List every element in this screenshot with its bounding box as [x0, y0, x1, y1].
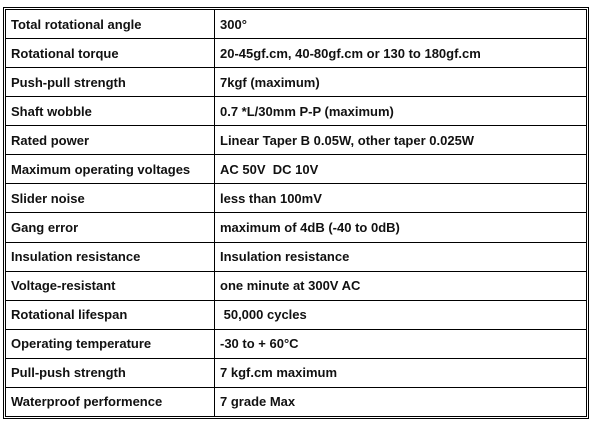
spec-name: Rated power — [5, 125, 215, 156]
spec-value: Insulation resistance — [214, 241, 587, 272]
table-row: Shaft wobble 0.7 *L/30mm P-P (maximum) — [5, 96, 587, 127]
spec-value: 7 kgf.cm maximum — [214, 357, 587, 388]
spec-name: Maximum operating voltages — [5, 154, 215, 185]
spec-table: Total rotational angle 300° Rotational tor… — [5, 8, 587, 418]
table-row: Total rotational angle 300° — [5, 8, 587, 40]
spec-value: -30 to + 60°C — [214, 328, 587, 359]
spec-name: Shaft wobble — [5, 96, 215, 127]
table-row: Push-pull strength 7kgf (maximum) — [5, 67, 587, 98]
spec-value: maximum of 4dB (-40 to 0dB) — [214, 212, 587, 243]
table-row: Insulation resistance Insulation resistan… — [5, 241, 587, 272]
table-row: Voltage-resistant one minute at 300V AC — [5, 270, 587, 301]
spec-name: Operating temperature — [5, 328, 215, 359]
spec-name: Insulation resistance — [5, 241, 215, 272]
table-row: Waterproof performence 7 grade Max — [5, 386, 587, 418]
spec-name: Rotational torque — [5, 38, 215, 69]
spec-value: less than 100mV — [214, 183, 587, 214]
spec-name: Slider noise — [5, 183, 215, 214]
table-row: Rated power Linear Taper B 0.05W, other t… — [5, 125, 587, 156]
spec-name: Pull-push strength — [5, 357, 215, 388]
spec-name: Total rotational angle — [5, 8, 215, 40]
spec-name: Gang error — [5, 212, 215, 243]
table-row: Rotational torque 20-45gf.cm, 40-80gf.cm … — [5, 38, 587, 69]
spec-name: Voltage-resistant — [5, 270, 215, 301]
table-row: Rotational lifespan 50,000 cycles — [5, 299, 587, 330]
spec-value: 50,000 cycles — [214, 299, 587, 330]
spec-value: AC 50V DC 10V — [214, 154, 587, 185]
spec-name: Push-pull strength — [5, 67, 215, 98]
spec-value: 20-45gf.cm, 40-80gf.cm or 130 to 180gf.c… — [214, 38, 587, 69]
spec-table-frame: Total rotational angle 300° Rotational tor… — [3, 7, 589, 419]
spec-value: 7 grade Max — [214, 386, 587, 418]
spec-value: 300° — [214, 8, 587, 40]
table-row: Slider noise less than 100mV — [5, 183, 587, 214]
table-row: Gang error maximum of 4dB (-40 to 0dB) — [5, 212, 587, 243]
spec-value: one minute at 300V AC — [214, 270, 587, 301]
spec-name: Rotational lifespan — [5, 299, 215, 330]
table-row: Operating temperature -30 to + 60°C — [5, 328, 587, 359]
table-row: Maximum operating voltages AC 50V DC 10V — [5, 154, 587, 185]
table-body: Total rotational angle 300° Rotational tor… — [5, 8, 587, 418]
spec-value: Linear Taper B 0.05W, other taper 0.025W — [214, 125, 587, 156]
spec-name: Waterproof performence — [5, 386, 215, 418]
table-row: Pull-push strength 7 kgf.cm maximum — [5, 357, 587, 388]
spec-value: 7kgf (maximum) — [214, 67, 587, 98]
spec-value: 0.7 *L/30mm P-P (maximum) — [214, 96, 587, 127]
